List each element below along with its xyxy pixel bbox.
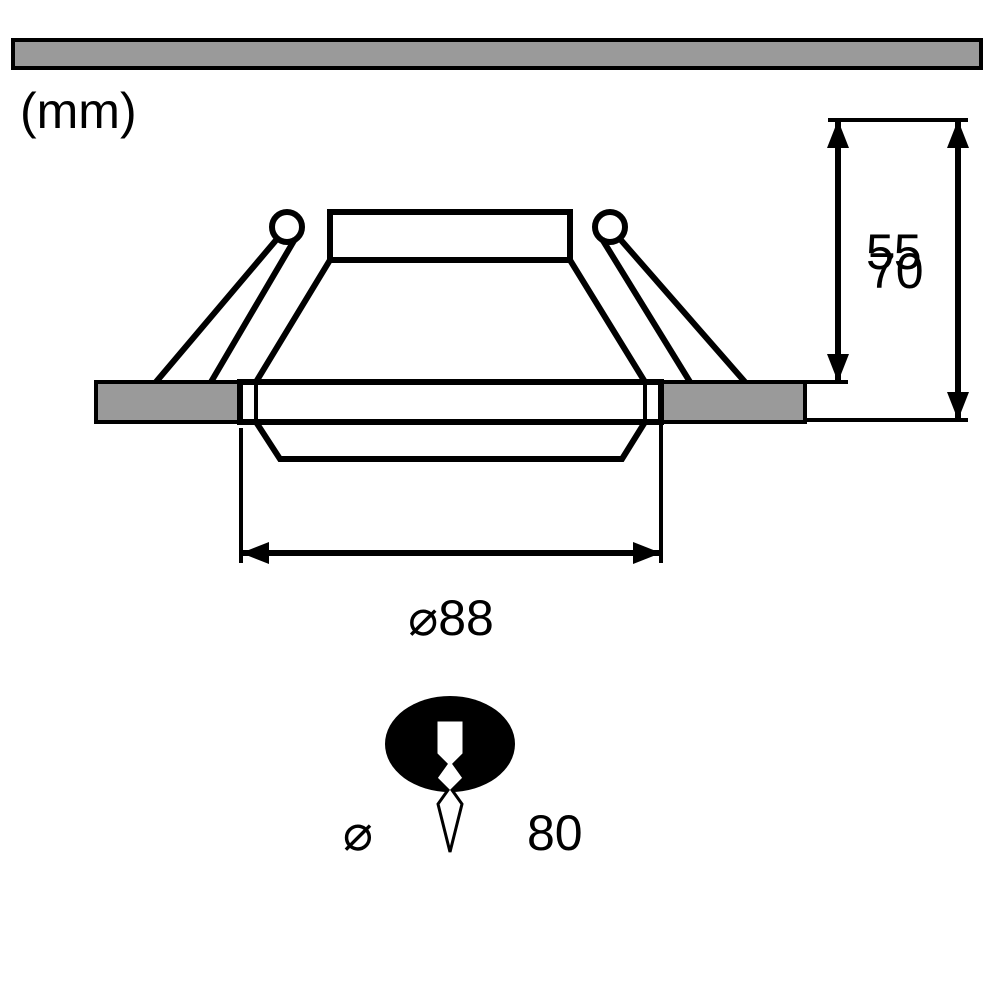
dim-80-value: 80 xyxy=(527,805,583,861)
dim-70-label: 70 xyxy=(868,243,924,299)
spring-clip-right xyxy=(595,212,625,242)
unit-label: (mm) xyxy=(20,83,137,139)
dim-88-label: ⌀88 xyxy=(408,590,494,646)
dimension-diagram: (mm)5570⌀88⌀80 xyxy=(0,0,1000,1000)
panel-left xyxy=(96,382,240,422)
panel-right xyxy=(661,382,805,422)
ceiling-bar xyxy=(13,40,981,68)
spring-clip-left xyxy=(272,212,302,242)
lamp-body xyxy=(240,212,661,459)
dim-80-symbol: ⌀ xyxy=(343,805,373,861)
